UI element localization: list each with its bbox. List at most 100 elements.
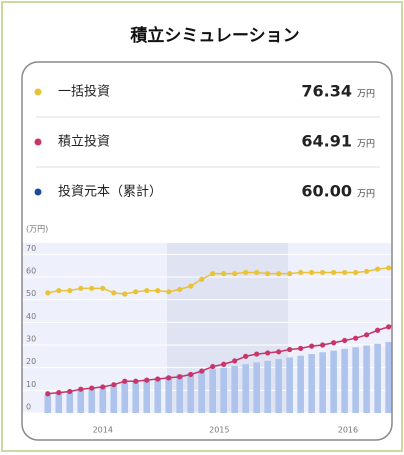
point	[155, 288, 161, 294]
row-unit: 万円	[357, 89, 375, 100]
row-unit: 万円	[357, 189, 375, 200]
point	[232, 271, 238, 277]
bar	[319, 352, 326, 413]
point	[56, 390, 62, 396]
card-border	[21, 61, 393, 441]
point	[100, 285, 106, 291]
point	[232, 358, 238, 364]
point	[353, 335, 359, 341]
y-tick-label: 0	[26, 403, 31, 412]
marker	[34, 88, 42, 96]
point	[210, 363, 216, 370]
point	[265, 350, 271, 356]
point	[45, 290, 51, 296]
point	[166, 289, 172, 295]
bar	[66, 391, 74, 413]
row-label: 投資元本（累計）	[58, 184, 162, 200]
point	[375, 266, 381, 272]
bar	[242, 364, 249, 413]
point	[298, 269, 304, 276]
point	[67, 388, 73, 395]
point	[45, 391, 51, 397]
point	[254, 351, 260, 357]
row-value: 60.00	[301, 182, 352, 201]
bar	[220, 367, 227, 413]
bar	[297, 355, 304, 413]
point	[67, 288, 73, 294]
point	[364, 268, 370, 274]
point	[331, 340, 337, 346]
point	[133, 289, 139, 295]
point	[89, 385, 95, 391]
point	[199, 368, 205, 374]
y-tick-label: 10	[26, 380, 36, 389]
point	[254, 269, 260, 276]
bar	[308, 354, 315, 413]
bar	[374, 343, 381, 413]
point	[320, 269, 326, 276]
point	[287, 271, 293, 277]
bar	[363, 345, 370, 413]
point	[364, 332, 370, 338]
bar	[187, 372, 195, 413]
point	[111, 382, 117, 388]
bar	[88, 388, 96, 413]
point	[221, 361, 227, 367]
bar	[330, 350, 337, 413]
y-tick-label: 20	[26, 357, 36, 366]
point	[320, 342, 326, 348]
bar	[341, 348, 348, 413]
bar	[352, 347, 359, 413]
y-axis-label: (万円)	[26, 225, 48, 234]
marker	[34, 138, 42, 146]
row-label: 積立投資	[58, 134, 110, 150]
marker	[34, 188, 42, 196]
bar	[44, 394, 52, 413]
bar	[77, 389, 85, 413]
point	[331, 269, 337, 276]
bar	[99, 386, 107, 413]
point	[386, 265, 392, 271]
bar	[264, 360, 271, 413]
point	[210, 271, 216, 277]
point	[276, 271, 282, 277]
point	[144, 377, 150, 383]
row-label: 一括投資	[58, 84, 110, 100]
bar	[176, 374, 184, 413]
row-unit: 万円	[357, 139, 375, 150]
point	[342, 337, 348, 344]
bar	[143, 379, 151, 413]
x-tick-label: 2015	[209, 426, 229, 435]
point	[243, 269, 249, 276]
point	[166, 375, 172, 381]
point	[287, 346, 293, 353]
point	[243, 353, 249, 359]
bar	[209, 369, 216, 413]
y-tick-label: 50	[26, 289, 36, 298]
point	[177, 374, 183, 380]
point	[155, 376, 161, 382]
point	[56, 288, 62, 294]
point	[144, 288, 150, 294]
point	[386, 324, 392, 330]
point	[298, 345, 304, 351]
bar	[253, 362, 260, 413]
point	[221, 271, 227, 277]
point	[89, 285, 95, 291]
point	[188, 283, 194, 289]
bar	[286, 357, 293, 413]
y-tick-label: 30	[26, 335, 36, 344]
chart: (万円) 0 10 20 30 40 50 60 70 2014 2015 2016	[22, 225, 392, 435]
point	[78, 285, 84, 291]
point	[342, 269, 348, 276]
point	[133, 378, 139, 384]
bar	[385, 342, 392, 413]
point	[122, 291, 128, 297]
point	[353, 269, 359, 276]
point	[100, 384, 106, 390]
point	[276, 349, 282, 355]
bar	[275, 359, 282, 413]
row-value: 64.91	[301, 132, 352, 151]
